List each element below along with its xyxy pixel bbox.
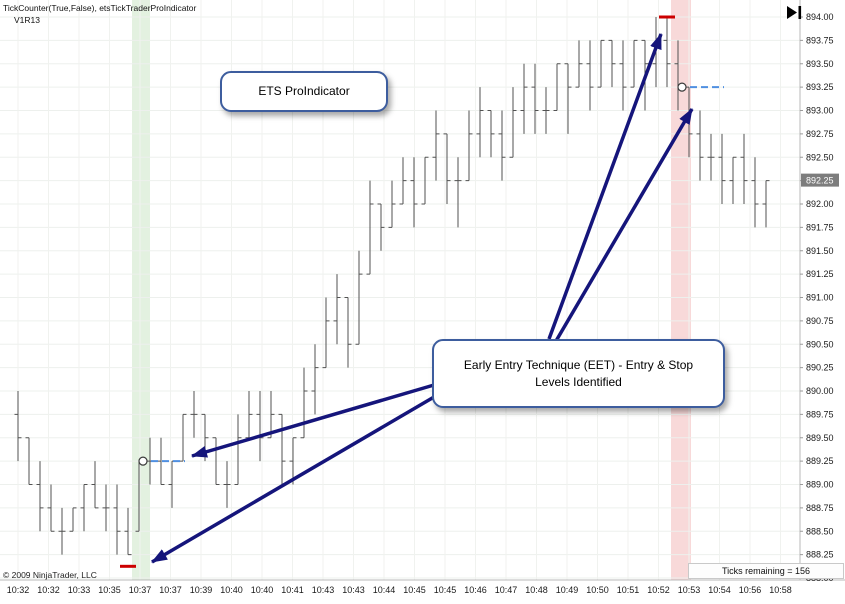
svg-text:10:37: 10:37 — [129, 585, 152, 595]
svg-text:10:41: 10:41 — [281, 585, 304, 595]
svg-text:10:46: 10:46 — [464, 585, 487, 595]
price-axis[interactable] — [800, 0, 845, 580]
indicator-label: TickCounter(True,False), etsTickTraderPr… — [3, 3, 197, 13]
copyright-label: © 2009 NinjaTrader, LLC — [3, 570, 97, 580]
svg-text:10:45: 10:45 — [434, 585, 457, 595]
svg-text:889.50: 889.50 — [806, 433, 834, 443]
svg-text:891.50: 891.50 — [806, 246, 834, 256]
svg-text:10:56: 10:56 — [739, 585, 762, 595]
svg-text:10:51: 10:51 — [617, 585, 640, 595]
svg-text:890.25: 890.25 — [806, 363, 834, 373]
svg-text:10:43: 10:43 — [342, 585, 365, 595]
time-axis[interactable] — [0, 580, 800, 604]
svg-text:893.75: 893.75 — [806, 35, 834, 45]
svg-text:10:54: 10:54 — [708, 585, 731, 595]
svg-text:10:40: 10:40 — [220, 585, 243, 595]
svg-text:888.25: 888.25 — [806, 550, 834, 560]
svg-text:892.50: 892.50 — [806, 152, 834, 162]
svg-text:892.75: 892.75 — [806, 129, 834, 139]
step-forward-icon[interactable] — [786, 5, 804, 20]
svg-text:890.50: 890.50 — [806, 339, 834, 349]
svg-text:10:52: 10:52 — [647, 585, 670, 595]
svg-text:10:53: 10:53 — [678, 585, 701, 595]
svg-text:10:32: 10:32 — [37, 585, 60, 595]
svg-text:891.00: 891.00 — [806, 293, 834, 303]
svg-text:888.50: 888.50 — [806, 526, 834, 536]
svg-text:893.25: 893.25 — [806, 82, 834, 92]
svg-text:890.75: 890.75 — [806, 316, 834, 326]
svg-text:10:49: 10:49 — [556, 585, 579, 595]
svg-text:10:50: 10:50 — [586, 585, 609, 595]
svg-text:888.75: 888.75 — [806, 503, 834, 513]
svg-text:890.00: 890.00 — [806, 386, 834, 396]
svg-text:10:43: 10:43 — [312, 585, 335, 595]
svg-text:891.25: 891.25 — [806, 269, 834, 279]
svg-text:893.50: 893.50 — [806, 59, 834, 69]
svg-text:891.75: 891.75 — [806, 222, 834, 232]
callout-ets-proindicator: ETS ProIndicator — [220, 71, 388, 112]
svg-text:892.00: 892.00 — [806, 199, 834, 209]
svg-text:889.75: 889.75 — [806, 409, 834, 419]
callout-ets-text: ETS ProIndicator — [258, 84, 350, 99]
svg-text:892.25: 892.25 — [806, 176, 834, 186]
callout-eet: Early Entry Technique (EET) - Entry & St… — [432, 339, 725, 408]
svg-text:889.00: 889.00 — [806, 480, 834, 490]
svg-text:10:47: 10:47 — [495, 585, 518, 595]
svg-text:10:33: 10:33 — [68, 585, 91, 595]
svg-text:10:44: 10:44 — [373, 585, 396, 595]
svg-text:10:39: 10:39 — [190, 585, 213, 595]
svg-text:10:32: 10:32 — [7, 585, 30, 595]
svg-text:889.25: 889.25 — [806, 456, 834, 466]
svg-text:10:35: 10:35 — [98, 585, 121, 595]
svg-text:10:45: 10:45 — [403, 585, 426, 595]
svg-text:893.00: 893.00 — [806, 106, 834, 116]
svg-text:894.00: 894.00 — [806, 12, 834, 22]
svg-text:10:37: 10:37 — [159, 585, 182, 595]
svg-text:10:58: 10:58 — [769, 585, 792, 595]
callout-eet-text: Early Entry Technique (EET) - Entry & St… — [463, 358, 694, 389]
ticks-remaining-label: Ticks remaining = 156 — [688, 563, 844, 579]
svg-text:10:40: 10:40 — [251, 585, 274, 595]
svg-text:10:48: 10:48 — [525, 585, 548, 595]
version-label: V1R13 — [14, 15, 40, 25]
